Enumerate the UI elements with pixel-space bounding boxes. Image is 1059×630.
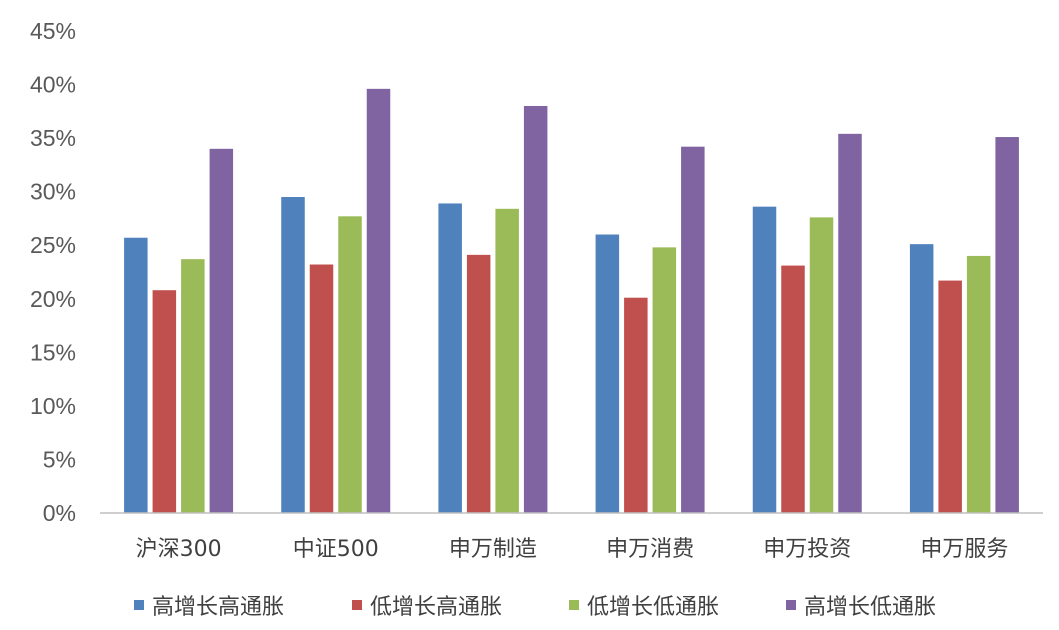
legend-swatch <box>786 600 796 610</box>
y-tick-label: 0% <box>43 500 76 526</box>
legend-label: 低增长高通胀 <box>370 595 502 620</box>
y-tick-label: 15% <box>30 339 76 365</box>
bar-series-1-cat-1 <box>309 264 334 513</box>
bar-series-2-cat-2 <box>495 208 519 513</box>
bar-series-0-cat-5 <box>909 244 934 513</box>
legend-swatch <box>352 600 362 610</box>
bar-series-1-cat-3 <box>624 297 648 513</box>
legend-label: 高增长低通胀 <box>804 595 936 620</box>
y-axis: 0% 5% 10% 15% 20% 25% 30% 35% 40% 45% <box>30 18 76 526</box>
x-category-label: 中证500 <box>293 537 379 562</box>
legend-swatch <box>134 600 144 610</box>
bar-series-2-cat-5 <box>966 255 991 513</box>
bars <box>124 88 1019 514</box>
bar-series-1-cat-0 <box>152 290 177 513</box>
bar-series-0-cat-1 <box>281 197 305 513</box>
y-tick-label: 40% <box>30 72 76 98</box>
bar-series-0-cat-3 <box>595 234 620 513</box>
x-category-label: 申万消费 <box>606 537 694 562</box>
x-category-label: 申万制造 <box>449 537 537 562</box>
bar-series-3-cat-0 <box>209 148 234 514</box>
bar-series-0-cat-0 <box>124 237 148 514</box>
y-tick-label: 35% <box>30 125 76 151</box>
bar-series-0-cat-2 <box>438 203 462 513</box>
y-tick-label: 20% <box>30 286 76 312</box>
bar-series-0-cat-4 <box>752 206 777 513</box>
x-axis: 沪深300 中证500 申万制造 申万消费 申万投资 申万服务 <box>136 537 1009 562</box>
legend-label: 低增长低通胀 <box>587 595 719 620</box>
y-tick-label: 45% <box>30 18 76 44</box>
bar-series-3-cat-1 <box>366 88 391 513</box>
x-category-label: 申万服务 <box>920 537 1008 562</box>
bar-series-2-cat-0 <box>181 259 205 513</box>
x-category-label: 沪深300 <box>136 537 222 562</box>
y-tick-label: 5% <box>43 446 76 472</box>
y-tick-label: 10% <box>30 393 76 419</box>
bar-series-3-cat-2 <box>523 105 548 513</box>
bar-series-3-cat-4 <box>838 133 862 513</box>
bar-series-2-cat-3 <box>652 247 677 513</box>
y-tick-label: 30% <box>30 179 76 205</box>
bar-series-3-cat-5 <box>995 137 1019 514</box>
bar-series-1-cat-4 <box>781 265 805 513</box>
bar-series-2-cat-4 <box>809 217 834 513</box>
legend: 高增长高通胀 低增长高通胀 低增长低通胀 高增长低通胀 <box>134 595 936 620</box>
bar-series-2-cat-1 <box>338 216 362 513</box>
bar-series-1-cat-5 <box>938 280 962 513</box>
x-category-label: 申万投资 <box>763 537 851 562</box>
bar-series-1-cat-2 <box>466 254 491 513</box>
bar-series-3-cat-3 <box>681 146 705 513</box>
legend-swatch <box>569 600 579 610</box>
y-tick-label: 25% <box>30 232 76 258</box>
legend-label: 高增长高通胀 <box>152 595 284 620</box>
